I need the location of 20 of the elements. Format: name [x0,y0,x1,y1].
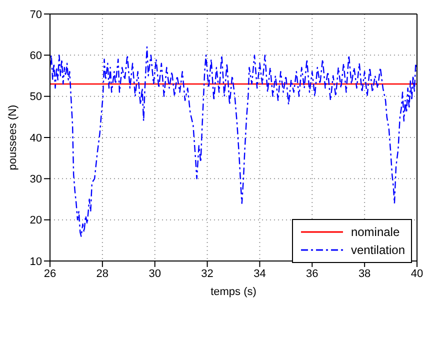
y-tick-label: 60 [30,50,42,62]
x-tick-label: 28 [96,268,109,280]
x-tick-label: 40 [410,268,424,280]
y-tick-label: 10 [30,256,42,268]
y-axis-title: poussees (N) [6,104,19,170]
x-tick-label: 38 [358,268,371,280]
legend-label: ventilation [350,243,405,257]
x-tick-label: 32 [201,268,214,280]
y-tick-label: 20 [30,214,42,227]
y-tick-label: 70 [30,8,42,21]
x-tick-label: 34 [254,268,266,280]
x-tick-label: 36 [306,268,318,280]
y-tick-label: 30 [30,174,42,186]
line-series [50,46,417,237]
x-tick-label: 26 [44,268,56,280]
y-tick-label: 40 [30,132,42,144]
x-tick-label: 30 [148,268,161,280]
legend-label: nominale [350,225,400,239]
x-axis-title: temps (s) [210,286,256,298]
y-tick-label: 50 [30,91,42,104]
